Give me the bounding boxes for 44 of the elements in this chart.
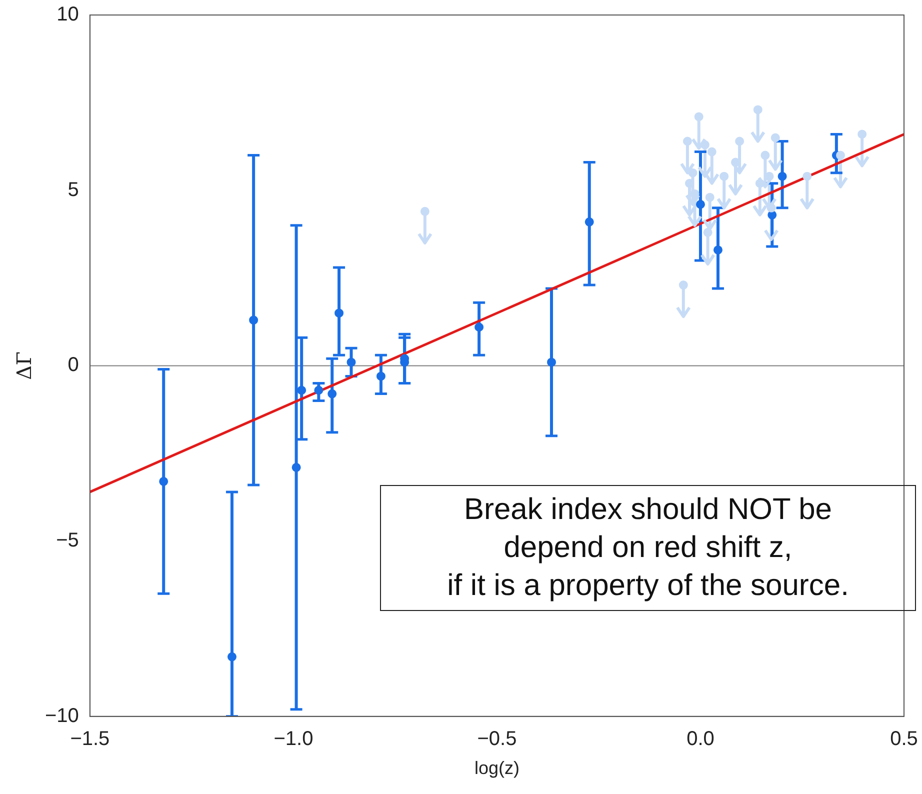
point — [547, 358, 556, 367]
x-tick-label: 0.5 — [890, 728, 918, 750]
y-tick-label: −10 — [44, 704, 79, 727]
point — [802, 172, 812, 181]
point — [678, 280, 688, 290]
point — [227, 652, 236, 662]
point — [346, 358, 356, 367]
point — [705, 192, 714, 202]
point — [297, 386, 306, 395]
y-tick-label: 10 — [56, 4, 79, 26]
point — [696, 200, 705, 209]
point — [770, 133, 780, 142]
point — [584, 217, 594, 226]
point — [778, 172, 787, 181]
point — [836, 150, 845, 160]
point — [376, 372, 386, 381]
point — [735, 136, 744, 146]
point — [753, 105, 762, 114]
point — [474, 322, 484, 332]
point — [292, 462, 301, 472]
point — [720, 172, 729, 181]
x-tick-label: −1.0 — [274, 728, 314, 750]
point — [707, 147, 716, 156]
y-tick-label: −5 — [56, 530, 79, 552]
point — [249, 316, 258, 325]
x-tick-label: −1.5 — [70, 728, 110, 750]
x-tick-label: −0.5 — [477, 728, 517, 750]
y-tick-label: 5 — [68, 178, 79, 201]
point — [694, 112, 704, 122]
y-axis-title: ΔΓ — [12, 351, 36, 380]
point — [334, 308, 344, 318]
point — [159, 476, 168, 486]
point — [858, 130, 867, 139]
point — [713, 245, 722, 254]
point — [328, 389, 337, 398]
point — [682, 136, 692, 146]
x-axis-title: log(z) — [474, 758, 520, 778]
point — [314, 386, 324, 395]
annotation: Break index should NOT be depend on red shift z, if it is a property of the source. — [446, 492, 850, 604]
point — [420, 206, 430, 216]
y-tick-label: 0 — [68, 354, 79, 376]
point — [703, 228, 712, 237]
point — [760, 150, 770, 160]
x-tick-label: 0.0 — [686, 728, 714, 750]
